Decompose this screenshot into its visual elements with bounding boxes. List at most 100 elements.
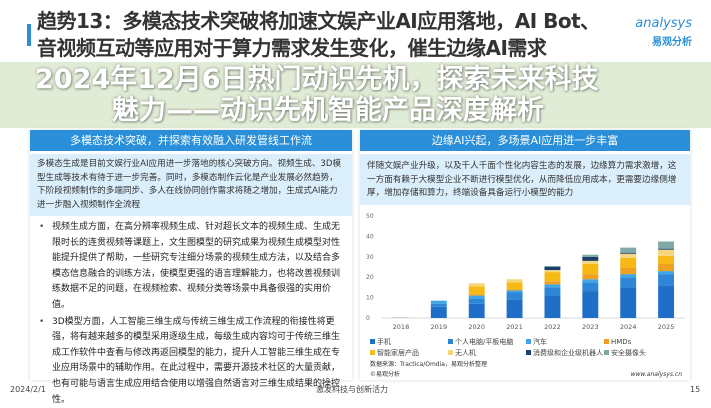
bar-segment xyxy=(507,300,523,318)
bar-segment xyxy=(469,304,485,318)
bar-segment xyxy=(431,307,447,318)
legend-label: 安全摄像头 xyxy=(611,349,646,357)
bar-segment xyxy=(507,290,523,292)
bar-segment xyxy=(507,279,523,282)
bar-segment xyxy=(469,299,485,304)
bar-segment xyxy=(544,266,560,267)
logo-en: analysys xyxy=(632,16,692,31)
x-tick-label: 2021 xyxy=(506,323,523,331)
x-tick-label: 2024 xyxy=(620,323,637,331)
right-panel-header: 边缘AI兴起，多场景AI应用进一步丰富 xyxy=(360,130,690,151)
bar-segment xyxy=(507,293,523,300)
chart-legend: 手机 个人电脑/平板电脑 汽车 HMDs 智能家居产品 无人机 消费级和企业级机器人安全摄像… xyxy=(370,338,686,360)
bar-segment xyxy=(431,301,447,304)
legend-label: 个人电脑/平板电脑 xyxy=(455,338,513,346)
bar-segment xyxy=(620,258,636,268)
page-number: 15 xyxy=(690,385,700,395)
y-tick-label: 30 xyxy=(366,254,374,261)
x-tick-label: 2020 xyxy=(468,323,485,331)
right-panel: 边缘AI兴起，多场景AI应用进一步丰富 伴随文娱产业升级，以及千人千面个性化内容… xyxy=(360,130,690,380)
legend-label: 汽车 xyxy=(533,338,547,346)
bar-segment xyxy=(582,257,598,261)
bar-segment xyxy=(469,286,485,294)
legend-item: 汽车 xyxy=(526,338,604,347)
bar-segment xyxy=(620,274,636,277)
bar-segment xyxy=(658,256,674,264)
x-tick-label: 2025 xyxy=(658,323,675,331)
legend-item: 手机 xyxy=(370,338,448,347)
bar-segment xyxy=(544,281,560,284)
bar-segment xyxy=(544,270,560,272)
left-panel-header: 多模态技术突破，并探索有效融入研发管线工作流 xyxy=(30,130,352,151)
legend-swatch xyxy=(604,339,609,344)
legend-label: 智能家居产品 xyxy=(377,349,419,357)
overlay-headline-1: 2024年12月6日热门动识先机，探索未来科技 xyxy=(35,64,599,95)
x-tick-label: 2023 xyxy=(582,323,599,331)
bar-segment xyxy=(620,254,636,258)
bar-segment xyxy=(658,271,674,274)
bar-segment xyxy=(620,253,636,254)
bar-segment xyxy=(582,291,598,318)
legend-label: 手机 xyxy=(377,338,391,346)
bar-segment xyxy=(620,268,636,274)
footer-center: 激发科技与创新活力 xyxy=(316,385,388,395)
bar-segment xyxy=(544,272,560,281)
bar-segment xyxy=(544,296,560,318)
title-line-1: 趋势13：多模态技术突破将加速文娱产业AI应用落地，AI Bot、 xyxy=(37,8,600,35)
legend-swatch xyxy=(370,350,375,355)
x-tick-label: 2019 xyxy=(431,323,448,331)
bar-segment xyxy=(544,267,560,270)
legend-item: 消费级和企业级机器人 xyxy=(526,349,604,358)
x-tick-label: 2018 xyxy=(393,323,410,331)
footer-date: 2024/2/1 xyxy=(10,385,46,395)
left-bullet-list: 视频生成方面，在高分辨率视频生成、针对超长文本的视频生成、生成无限时长的连贯视频… xyxy=(30,216,352,408)
bar-segment xyxy=(469,295,485,296)
right-panel-summary: 伴随文娱产业升级，以及千人千面个性化内容生态的发展，边缘算力需求激增，这一方面有… xyxy=(360,154,690,205)
website-url: www.analysys.cn xyxy=(631,371,682,379)
bar-segment xyxy=(658,264,674,271)
bar-segment xyxy=(658,249,674,250)
bar-segment xyxy=(620,277,636,287)
left-panel: 多模态技术突破，并探索有效融入研发管线工作流 多模态生成是目前文娱行业AI应用进… xyxy=(30,130,352,380)
bullet-item: 视频生成方面，在高分辨率视频生成、针对超长文本的视频生成、生成无限时长的连贯视频… xyxy=(52,220,342,314)
bar-segment xyxy=(620,287,636,318)
y-tick-label: 50 xyxy=(366,213,374,220)
x-tick-label: 2022 xyxy=(544,323,561,331)
legend-label: 消费级和企业级机器人 xyxy=(533,349,603,357)
legend-item: 无人机 xyxy=(448,349,526,358)
bar-segment xyxy=(582,282,598,291)
y-tick-label: 10 xyxy=(366,295,374,302)
legend-label: HMDs xyxy=(611,338,631,346)
bar-segment xyxy=(469,296,485,299)
copyright: ©易观分析 xyxy=(370,371,400,379)
legend-label: 无人机 xyxy=(455,349,476,357)
legend-swatch xyxy=(448,350,453,355)
bar-segment xyxy=(507,282,523,289)
legend-swatch xyxy=(370,339,375,344)
analysys-logo: analysys 易观分析 xyxy=(632,16,692,48)
legend-swatch xyxy=(526,339,531,344)
title-line-2: 音视频互动等应用对于算力需求发生变化，催生边缘AI需求 xyxy=(37,35,546,62)
bar-segment xyxy=(582,255,598,257)
legend-swatch xyxy=(526,350,531,355)
legend-item: 智能家居产品 xyxy=(370,349,448,358)
chart-source: 数据来源：Tractica/Omdia，易观分析整理 xyxy=(370,361,487,369)
y-tick-label: 0 xyxy=(366,315,370,322)
bar-segment xyxy=(431,304,447,307)
bar-segment xyxy=(658,242,674,249)
left-panel-summary: 多模态生成是目前文娱行业AI应用进一步落地的核心突破方向。视频生成、3D模型生成… xyxy=(30,154,352,216)
legend-swatch xyxy=(604,350,609,355)
bar-segment xyxy=(620,248,636,253)
logo-cn: 易观分析 xyxy=(632,33,692,48)
title-accent-bar xyxy=(27,24,31,46)
bullet-item: 3D模型方面，人工智能三维生成与传统三维生成工作流程的衔接性将更强，将有越来越多… xyxy=(52,315,342,408)
legend-item: 安全摄像头 xyxy=(604,349,682,358)
y-tick-label: 20 xyxy=(366,274,374,281)
bar-segment xyxy=(507,289,523,290)
bar-segment xyxy=(582,279,598,282)
bar-segment xyxy=(469,283,485,286)
legend-item: HMDs xyxy=(604,338,682,347)
bar-segment xyxy=(658,285,674,318)
bar-segment xyxy=(544,284,560,287)
